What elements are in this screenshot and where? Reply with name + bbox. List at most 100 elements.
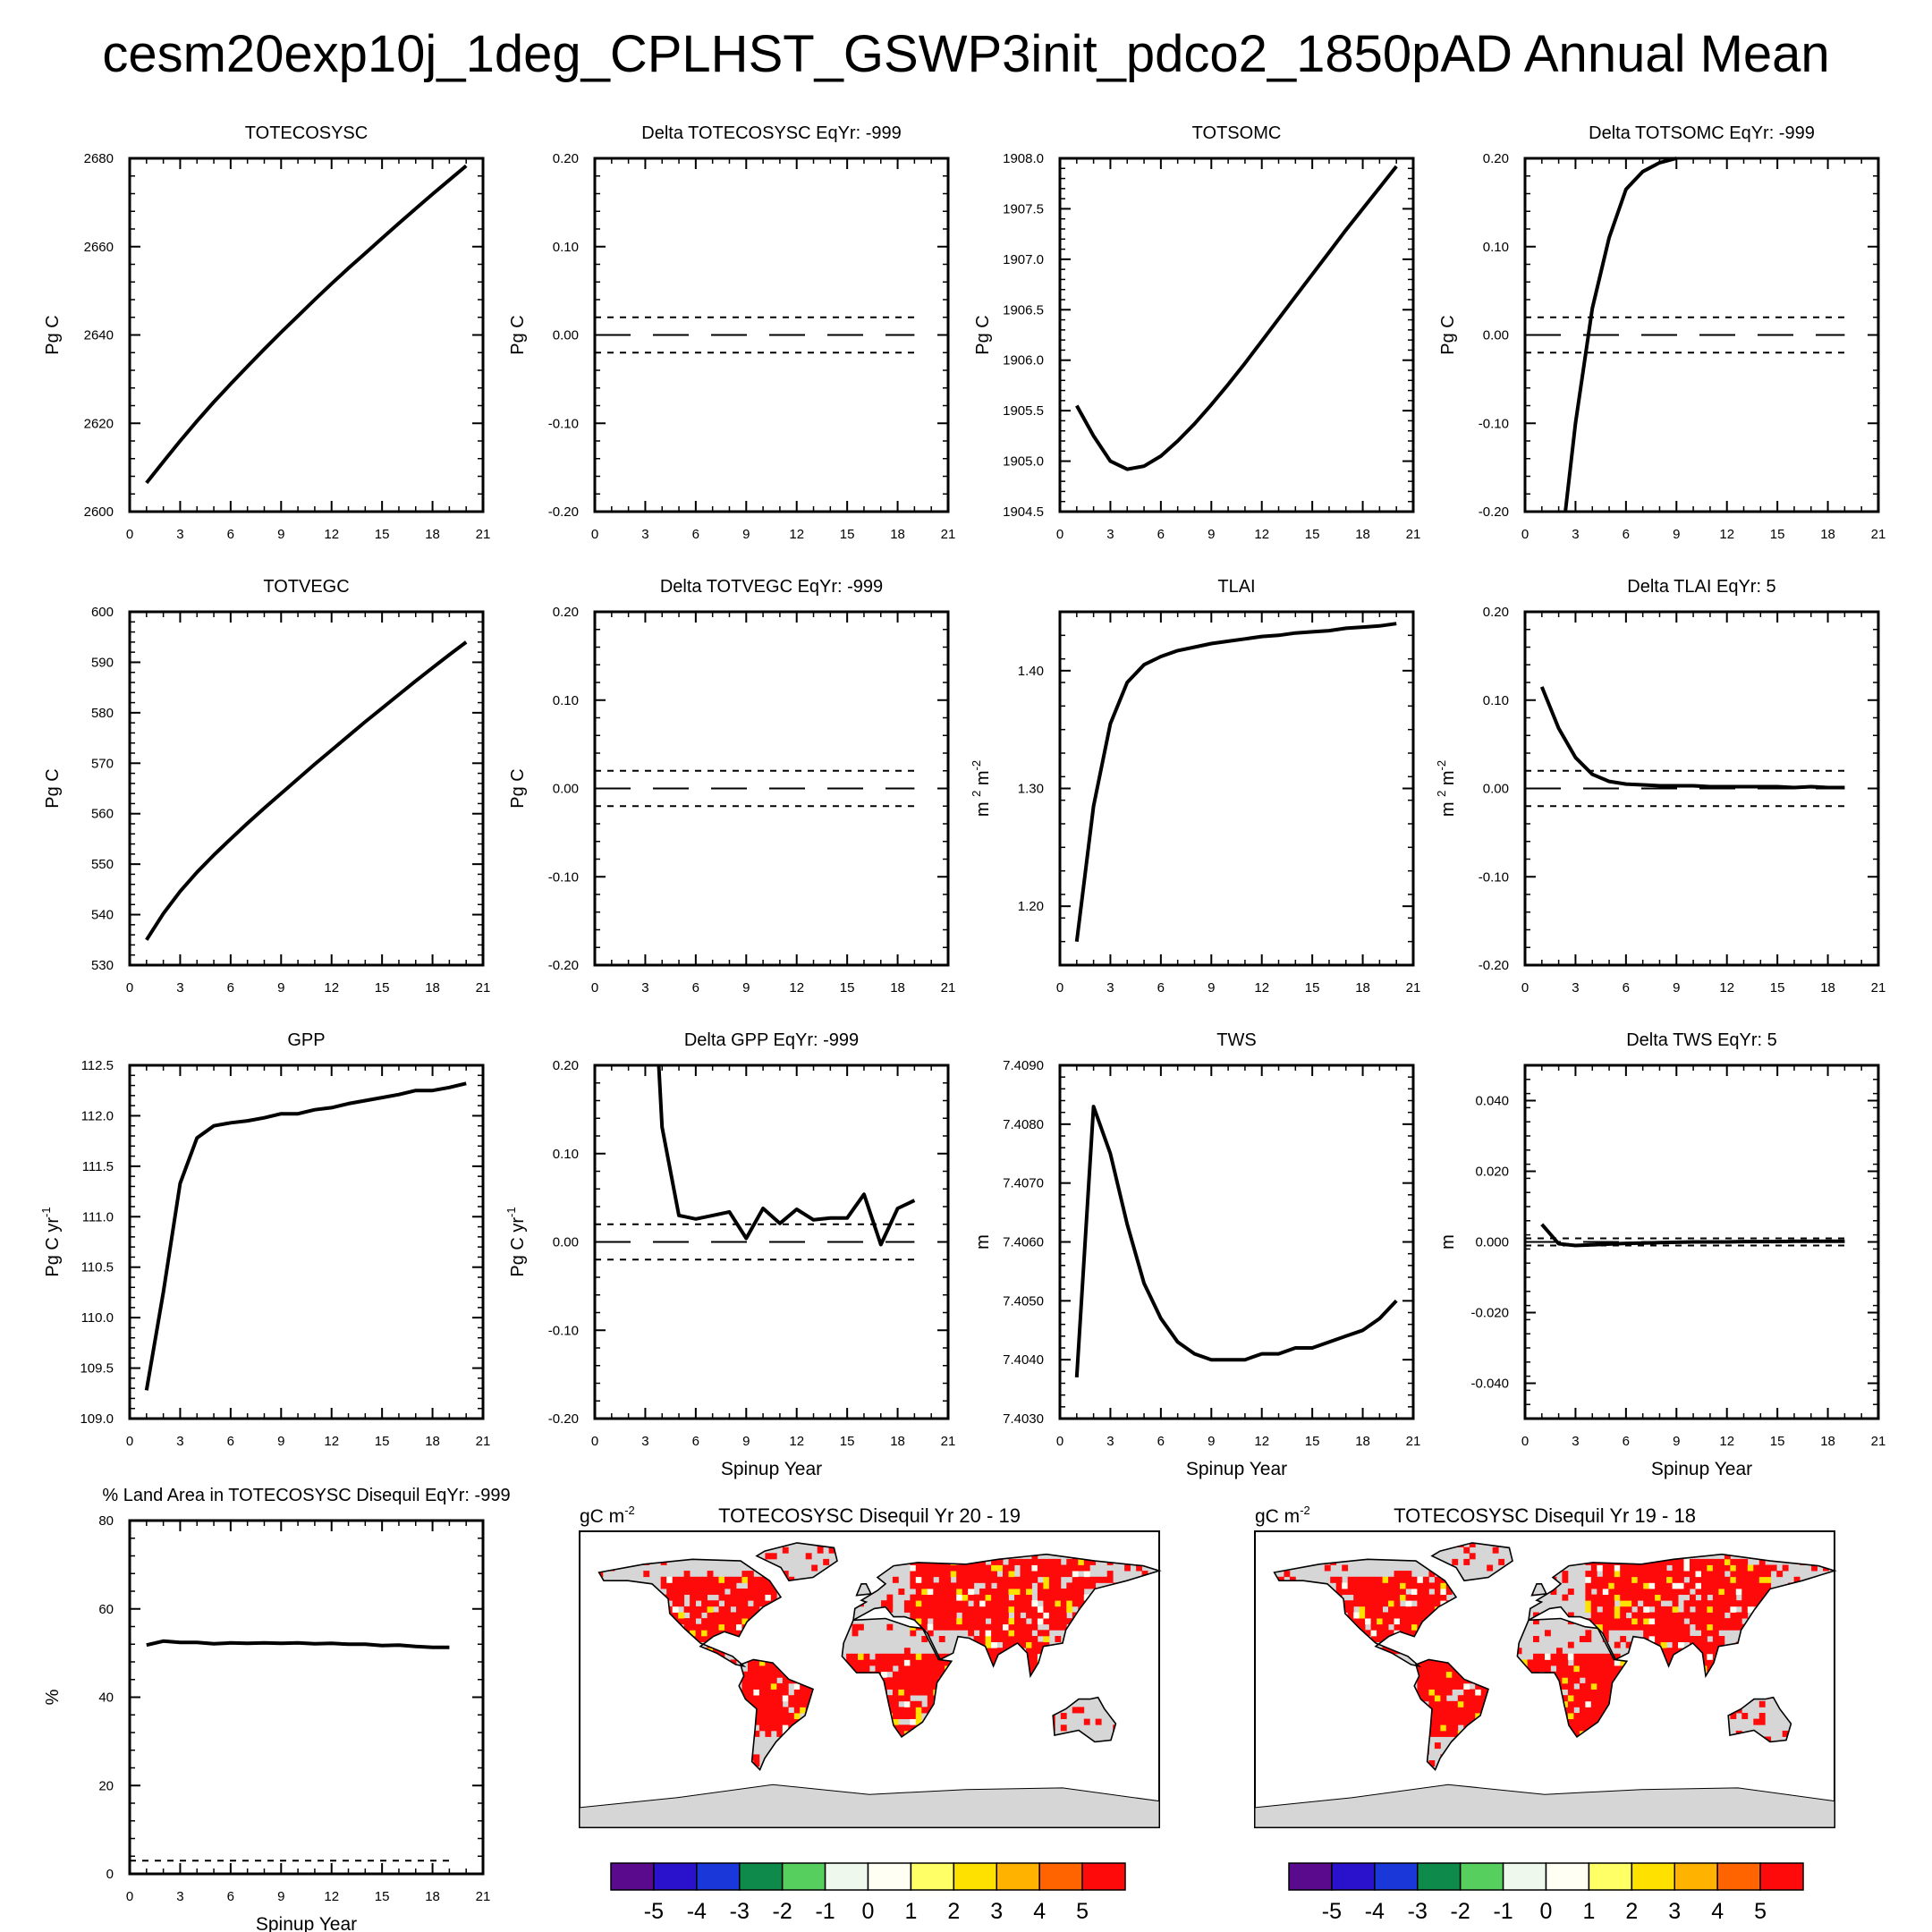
colorbar-label: 2 bbox=[947, 1899, 960, 1924]
line-plot-10: TWS 0 3 6 9 12 15 18 21 7.4030 7.4040 7.4050 7.4060 7… bbox=[973, 1030, 1420, 1479]
colorbar-label: -5 bbox=[644, 1899, 664, 1924]
plot-title: TOTVEGC bbox=[263, 577, 349, 597]
x-tick-label: 6 bbox=[227, 1434, 234, 1449]
x-tick-label: 18 bbox=[425, 1889, 440, 1904]
plot-title: Delta TOTVEGC EqYr: -999 bbox=[660, 577, 883, 597]
colorbar-label: -2 bbox=[1451, 1899, 1470, 1924]
y-tick-label: 109.5 bbox=[80, 1361, 114, 1377]
data-series-line bbox=[146, 1639, 450, 1649]
data-series-line bbox=[145, 640, 468, 941]
y-tick-label: 110.5 bbox=[81, 1260, 114, 1275]
colorbar-label: 3 bbox=[1668, 1899, 1681, 1924]
line-plot-5: Delta TOTVEGC EqYr: -999 0 3 6 9 12 15 18 21 -0.2… bbox=[508, 577, 955, 996]
colorbar-label: 1 bbox=[904, 1899, 917, 1924]
x-tick-label: 3 bbox=[641, 980, 648, 996]
plot-title: TOTECOSYSC bbox=[245, 123, 368, 143]
x-tick-label: 21 bbox=[1406, 527, 1421, 542]
colorbar-swatch bbox=[824, 1862, 869, 1891]
x-tick-label: 12 bbox=[1719, 980, 1734, 996]
plot-title: Delta GPP EqYr: -999 bbox=[684, 1030, 859, 1050]
x-tick-label: 15 bbox=[1305, 980, 1320, 996]
y-tick-label: 0.00 bbox=[553, 1235, 579, 1250]
y-tick-label: 0.20 bbox=[1483, 605, 1509, 620]
colorbar-swatch bbox=[1588, 1862, 1633, 1891]
coastline bbox=[738, 1658, 814, 1772]
data-series-line bbox=[1075, 165, 1398, 471]
y-tick-label: 0.10 bbox=[553, 240, 579, 255]
x-tick-label: 18 bbox=[1355, 980, 1370, 996]
y-axis-label: Pg C bbox=[43, 315, 63, 354]
colorbar-label: 2 bbox=[1625, 1899, 1638, 1924]
y-tick-label: 1905.5 bbox=[1003, 403, 1044, 419]
x-tick-label: 3 bbox=[176, 1434, 183, 1449]
figure-title: cesm20exp10j_1deg_CPLHST_GSWP3init_pdco2… bbox=[102, 25, 1829, 83]
x-tick-label: 9 bbox=[742, 527, 750, 542]
colorbar-swatch bbox=[1038, 1862, 1083, 1891]
x-tick-label: 3 bbox=[1572, 527, 1579, 542]
x-tick-label: 0 bbox=[126, 527, 133, 542]
colorbar-swatch bbox=[1631, 1862, 1676, 1891]
x-tick-label: 0 bbox=[1056, 1434, 1063, 1449]
x-tick-label: 12 bbox=[324, 1434, 339, 1449]
y-tick-label: 2680 bbox=[84, 151, 114, 166]
x-tick-label: 3 bbox=[641, 1434, 648, 1449]
y-tick-label: 2640 bbox=[84, 328, 114, 343]
y-tick-label: 109.0 bbox=[80, 1411, 114, 1427]
continent-landmass bbox=[1432, 1542, 1513, 1581]
x-tick-label: 18 bbox=[890, 1434, 905, 1449]
data-series-line bbox=[145, 164, 468, 485]
colorbar-label: 4 bbox=[1033, 1899, 1046, 1924]
colorbar-swatch bbox=[1417, 1862, 1462, 1891]
x-tick-label: 15 bbox=[1770, 980, 1785, 996]
x-tick-label: 6 bbox=[1157, 527, 1165, 542]
x-tick-label: 21 bbox=[1406, 980, 1421, 996]
plot-frame bbox=[128, 1063, 485, 1420]
x-tick-label: 18 bbox=[1820, 980, 1835, 996]
map-units: gC m-2 bbox=[1255, 1504, 1310, 1527]
x-tick-label: 9 bbox=[742, 980, 750, 996]
colorbar-label: 0 bbox=[1540, 1899, 1553, 1924]
coastline bbox=[1430, 1542, 1513, 1582]
x-tick-label: 3 bbox=[641, 527, 648, 542]
colorbar-label: -1 bbox=[815, 1899, 835, 1924]
y-axis-label: Pg C bbox=[973, 315, 993, 354]
y-axis-label: Pg C bbox=[508, 768, 528, 808]
plot-title: TOTSOMC bbox=[1192, 123, 1282, 143]
x-tick-label: 0 bbox=[1521, 1434, 1529, 1449]
y-tick-label: 40 bbox=[98, 1690, 114, 1706]
coastline bbox=[1527, 1553, 1837, 1679]
x-tick-label: 9 bbox=[1208, 1434, 1215, 1449]
colorbar-swatch bbox=[1288, 1862, 1333, 1891]
x-tick-label: 21 bbox=[476, 1434, 491, 1449]
y-tick-label: 1.40 bbox=[1018, 664, 1044, 679]
y-axis-label: Pg C bbox=[43, 768, 63, 808]
x-tick-label: 12 bbox=[789, 980, 804, 996]
line-plot-4: TOTVEGC 0 3 6 9 12 15 18 21 530 540 550 560 570 580 590… bbox=[43, 577, 490, 996]
y-tick-label: 570 bbox=[91, 756, 114, 771]
y-tick-label: 0.10 bbox=[1483, 240, 1509, 255]
y-tick-label: -0.10 bbox=[548, 416, 579, 431]
y-tick-label: 1906.5 bbox=[1003, 302, 1044, 318]
y-tick-label: 7.4040 bbox=[1003, 1352, 1044, 1368]
x-tick-label: 0 bbox=[1521, 980, 1529, 996]
y-axis-label: Pg C bbox=[1438, 315, 1458, 354]
plot-title: GPP bbox=[287, 1030, 325, 1050]
x-tick-label: 0 bbox=[126, 1889, 133, 1904]
x-tick-label: 12 bbox=[1254, 980, 1269, 996]
x-tick-label: 9 bbox=[742, 1434, 750, 1449]
plot-frame bbox=[128, 1519, 485, 1876]
y-tick-label: 0.20 bbox=[553, 605, 579, 620]
colorbar-swatch bbox=[996, 1862, 1040, 1891]
y-tick-label: 7.4090 bbox=[1003, 1058, 1044, 1073]
y-tick-label: -0.20 bbox=[1479, 958, 1509, 973]
y-tick-label: -0.10 bbox=[548, 1323, 579, 1338]
x-tick-label: 6 bbox=[692, 527, 699, 542]
plot-title: % Land Area in TOTECOSYSC Disequil EqYr:… bbox=[102, 1486, 510, 1505]
plot-title: TLAI bbox=[1217, 577, 1255, 597]
x-tick-label: 21 bbox=[941, 1434, 956, 1449]
x-tick-label: 12 bbox=[789, 527, 804, 542]
coastline bbox=[1530, 1583, 1548, 1597]
x-tick-label: 12 bbox=[1254, 527, 1269, 542]
colorbar-swatch bbox=[610, 1862, 655, 1891]
